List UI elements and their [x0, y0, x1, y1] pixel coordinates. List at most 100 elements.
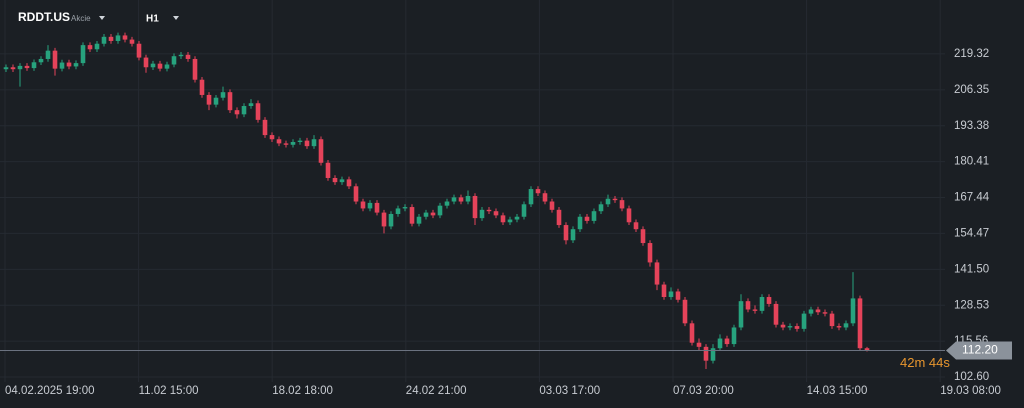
candle-body — [458, 197, 464, 202]
candle-body — [213, 97, 219, 105]
x-tick-label: 14.03 15:00 — [807, 385, 868, 397]
candle-body — [409, 207, 415, 224]
candle-body — [192, 58, 198, 80]
candle-body — [164, 64, 170, 69]
candle-body — [808, 309, 814, 314]
candle-body — [731, 327, 737, 345]
plot: 219.32 206.35 193.38 180.41 167.44 154.47 141.… — [0, 0, 1012, 397]
candle-body — [619, 200, 625, 209]
candle-body — [766, 297, 772, 304]
candle-body — [374, 202, 380, 213]
candle-body — [479, 209, 485, 219]
candle-body — [451, 197, 457, 202]
x-tick-label: 03.03 17:00 — [539, 385, 600, 397]
candle-body — [269, 135, 275, 140]
candle-body — [696, 342, 702, 347]
candle-body — [80, 45, 86, 64]
candle-body — [304, 140, 310, 147]
candle-body — [367, 202, 373, 209]
candle-body — [262, 119, 268, 136]
candle-body — [276, 139, 282, 144]
candle-body — [591, 211, 597, 221]
candle-body — [318, 139, 324, 163]
candle-body — [661, 284, 667, 298]
y-tick-label: 193.38 — [954, 120, 989, 132]
candle-body — [423, 212, 429, 217]
y-tick-label: 141.50 — [954, 263, 989, 275]
symbol[interactable]: RDDT.US — [18, 10, 70, 24]
candle-body — [199, 79, 205, 95]
candle-body — [507, 219, 513, 223]
candle-body — [115, 35, 121, 41]
x-tick-label: 04.02.2025 19:00 — [5, 385, 95, 397]
candle-body — [3, 67, 9, 70]
candle-body — [381, 212, 387, 227]
candle-body — [738, 301, 744, 328]
candle-body — [24, 65, 30, 69]
candle-body — [724, 338, 730, 345]
candle-body — [584, 216, 590, 221]
candle-body — [290, 142, 296, 145]
candle-body — [346, 179, 352, 187]
x-tick-label: 19.03 08:00 — [940, 385, 1001, 397]
candle-body — [864, 348, 870, 351]
candle-body — [360, 201, 366, 209]
candle-body — [353, 186, 359, 202]
candle-body — [577, 216, 583, 230]
candle-body — [311, 139, 317, 147]
dropdown-arrow[interactable] — [173, 16, 179, 20]
price-label: 112.20 — [962, 343, 998, 357]
candle-body — [626, 208, 632, 223]
candle-body — [500, 215, 506, 223]
candle-body — [129, 39, 135, 44]
candle-body — [857, 298, 863, 349]
candle-body — [514, 216, 520, 220]
candle-body — [752, 309, 758, 311]
candle-body — [437, 205, 443, 216]
candle-body — [570, 229, 576, 241]
candle-body — [710, 348, 716, 361]
candle-body — [535, 189, 541, 194]
dropdown-arrow[interactable] — [99, 16, 105, 20]
candle-body — [388, 213, 394, 227]
candle-body — [234, 110, 240, 115]
candle-body — [773, 303, 779, 325]
candle-body — [136, 43, 142, 58]
candle-body — [822, 312, 828, 314]
candle-body — [850, 298, 856, 324]
candle-body — [815, 309, 821, 313]
candle-body — [430, 212, 436, 216]
x-tick-label: 18.02 18:00 — [272, 385, 333, 397]
candle-body — [220, 92, 226, 98]
candle-body — [647, 243, 653, 263]
candle-body — [801, 313, 807, 329]
candle-body — [248, 103, 254, 107]
candle-body — [59, 62, 65, 69]
candle-body — [227, 92, 233, 111]
candle-body — [17, 65, 23, 70]
timeframe[interactable]: H1 — [146, 14, 159, 25]
candle-body — [395, 208, 401, 214]
y-tick-label: 167.44 — [954, 192, 990, 204]
price-tag — [946, 341, 1012, 360]
candle-body — [493, 211, 499, 216]
y-tick-label: 219.32 — [954, 48, 989, 60]
candle-body — [87, 45, 93, 50]
candle-body — [52, 50, 58, 69]
candle-body — [675, 291, 681, 300]
candle-body — [66, 62, 72, 67]
candle-body — [521, 204, 527, 217]
candle-body — [143, 57, 149, 68]
candle-body — [416, 216, 422, 224]
candle-body — [633, 222, 639, 230]
x-tick-label: 24.02 21:00 — [406, 385, 467, 397]
candle-body — [829, 313, 835, 327]
candle-body — [94, 43, 100, 50]
candle-body — [283, 143, 289, 145]
candle-body — [563, 225, 569, 241]
x-tick-label: 07.03 20:00 — [673, 385, 734, 397]
candle-body — [703, 346, 709, 361]
candle-body — [472, 195, 478, 219]
candle-body — [717, 338, 723, 349]
candle-body — [640, 229, 646, 244]
